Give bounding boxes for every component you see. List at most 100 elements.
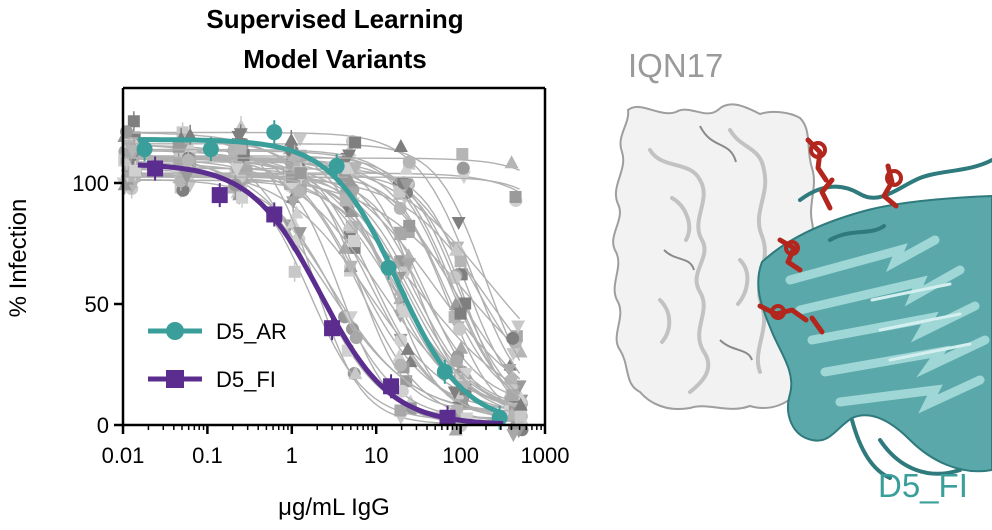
variant-point [392,348,407,362]
d5-fi-point [147,160,164,177]
variant-point [393,201,407,215]
variant-point [447,386,462,400]
variant-point [293,133,308,147]
variant-point [237,161,252,175]
variant-point [349,136,362,149]
variant-point [399,178,414,192]
variant-point [453,322,467,336]
x-tick-label: 0.1 [192,443,223,468]
d5fi-structure-label: D5_FI [878,467,968,504]
iqn17-surface-shading [648,128,768,394]
variant-point [448,242,463,256]
x-tick-label: 100 [442,443,479,468]
red-residue-rings [770,141,903,320]
legend-label-d5-ar: D5_AR [216,319,287,344]
variant-point [348,366,363,380]
variant-point [393,358,407,372]
variant-point [513,397,528,411]
variant-point [450,354,464,368]
variant-point [294,167,307,180]
variant-point [349,331,363,345]
variant-point [347,235,360,248]
variant-point [348,162,363,176]
variant-curve [123,143,521,361]
x-tick-label: 0.01 [102,443,145,468]
variant-point [514,409,527,422]
variant-point [459,367,474,381]
variant-point [292,232,306,246]
x-tick-label: 1000 [521,443,570,468]
x-tick-label: 1 [286,443,298,468]
legend: D5_AR D5_FI [148,319,287,392]
d5-ar-point [266,124,283,141]
variant-point [456,147,469,160]
y-axis-label: % Infection [5,199,32,318]
d5-fi-point [439,409,456,426]
series-layer [136,120,508,430]
variant-point [402,155,416,169]
d5-fi-point [383,378,400,395]
variant-point [454,255,467,268]
variant-point [451,217,466,231]
variant-point [456,171,471,185]
variant-point [394,404,407,417]
variant-point [343,173,358,187]
variant-point [401,258,416,272]
variant-point [229,163,244,177]
variant-point [343,260,358,274]
variant-point [292,227,307,241]
d5-fi-point [211,187,228,204]
variant-point [231,130,246,144]
d5-ar-point [436,363,453,380]
d5-fi-point [324,320,341,337]
variant-point [457,380,472,394]
legend-marker-d5-fi [166,370,184,388]
d5fi-highlights [870,282,972,362]
variant-point [125,145,140,159]
variant-point [398,304,413,318]
y-tick-label: 50 [85,292,109,317]
variant-point [506,389,519,402]
variant-point [502,364,517,378]
variant-point [509,190,522,203]
variant-point [506,348,521,362]
variant-point [342,149,357,163]
protein-structure-illustration [612,103,992,480]
variant-point [344,203,359,217]
axis-ticks: 0.01 0.1 1 10 100 1000 0 50 100 [72,171,569,468]
variant-point [234,142,247,155]
y-tick-label: 0 [97,413,109,438]
variant-point [399,161,414,175]
d5-ar-point [380,259,397,276]
variant-point [459,297,472,310]
variant-point [506,429,521,443]
variant-point [339,194,352,207]
variant-point [393,139,408,153]
variant-point [506,331,520,345]
x-axis-label: μg/mL IgG [278,494,390,521]
variant-point [513,344,528,358]
variant-point [454,307,467,320]
chart-title-line-2: Model Variants [243,44,427,74]
legend-label-d5-fi: D5_FI [216,367,276,392]
variant-curve [123,148,521,398]
variant-point [504,155,519,169]
variant-point [292,185,306,199]
chart-title-line-1: Supervised Learning [206,4,463,34]
x-tick-label: 10 [364,443,388,468]
d5fi-loops [798,158,992,480]
variant-point [448,422,463,436]
d5-fi-point [266,206,283,223]
iqn17-label: IQN17 [628,47,723,84]
y-tick-label: 100 [72,171,109,196]
variant-point [456,161,470,175]
d5-ar-point [328,158,345,175]
variant-point [400,341,415,355]
iqn17-surface-outline [663,125,753,361]
variant-point [394,228,407,241]
legend-marker-d5-ar [166,322,184,340]
variant-point [511,320,526,334]
d5-ar-point [202,141,219,158]
d5-ar-point [136,141,153,158]
